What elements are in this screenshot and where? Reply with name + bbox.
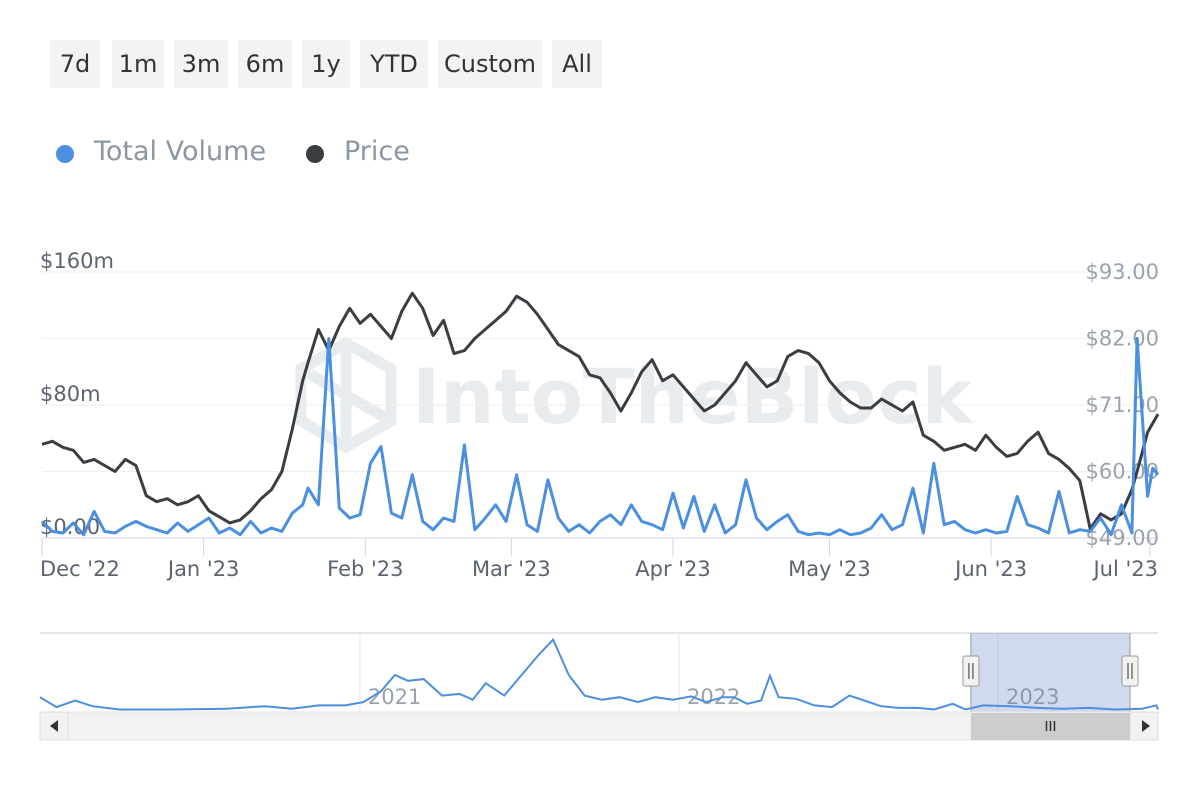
- chevron-right-icon: [1142, 720, 1150, 732]
- range-3m-button[interactable]: 3m: [174, 40, 228, 88]
- right-axis-tick-label: $82.00: [1086, 327, 1159, 351]
- left-axis: $0.00$80m$160m: [40, 249, 114, 539]
- range-6m-button[interactable]: 6m: [238, 40, 292, 88]
- right-axis-tick-label: $49.00: [1086, 526, 1159, 550]
- range-ytd-button[interactable]: YTD: [360, 40, 428, 88]
- legend-item-total-volume[interactable]: Total Volume: [52, 132, 277, 172]
- range-1y-button[interactable]: 1y: [302, 40, 350, 88]
- chevron-left-icon: [50, 720, 58, 732]
- grid: [42, 271, 1158, 539]
- logo-icon: [295, 336, 397, 454]
- x-axis-tick-label: Mar '23: [472, 557, 551, 581]
- x-axis-tick-label: Feb '23: [327, 557, 403, 581]
- legend-label: Total Volume: [94, 136, 267, 167]
- legend-label: Price: [344, 136, 410, 167]
- x-axis: Dec '22 Jan '23 Feb '23 Mar '23 Apr '23 May '…: [40, 538, 1158, 581]
- navigator-series-line: [39, 637, 1159, 711]
- scrollbar[interactable]: [39, 711, 1159, 741]
- legend-item-price[interactable]: Price: [302, 132, 412, 172]
- navigator-selection[interactable]: [970, 633, 1130, 712]
- right-axis-tick-label: $71.00: [1086, 393, 1159, 417]
- range-all-button[interactable]: All: [552, 40, 602, 88]
- left-axis-tick-label: $80m: [40, 382, 101, 406]
- navigator-year-label: 2023: [1006, 685, 1059, 709]
- circle-dot-icon: [56, 145, 74, 163]
- x-axis-tick-label: Jun '23: [953, 557, 1027, 581]
- navigator-right-handle[interactable]: [1121, 633, 1139, 712]
- x-axis-tick-label: Jan '23: [166, 557, 240, 581]
- circle-dot-icon: [306, 145, 324, 163]
- x-axis-tick-label: Jul '23: [1091, 557, 1158, 581]
- navigator-left-handle[interactable]: [962, 633, 980, 712]
- scroll-thumb[interactable]: [970, 713, 1130, 740]
- navigator[interactable]: 202120222023: [39, 632, 1159, 741]
- left-axis-tick-label: $160m: [40, 249, 114, 273]
- series-line-price: [41, 291, 1160, 531]
- series-line-total-volume: [40, 337, 1160, 537]
- range-7d-button[interactable]: 7d: [50, 40, 100, 88]
- scroll-left-button[interactable]: [39, 711, 69, 741]
- x-axis-tick-label: May '23: [788, 557, 871, 581]
- x-axis-tick-label: Apr '23: [635, 557, 711, 581]
- watermark: IntoTheBlock: [295, 336, 974, 454]
- range-1m-button[interactable]: 1m: [112, 40, 164, 88]
- scroll-right-button[interactable]: [1129, 711, 1159, 741]
- range-custom-button[interactable]: Custom: [438, 40, 542, 88]
- navigator-year-label: 2021: [368, 685, 421, 709]
- right-axis-tick-label: $93.00: [1086, 260, 1159, 284]
- series-layer: [40, 291, 1160, 537]
- x-axis-tick-label: Dec '22: [40, 557, 120, 581]
